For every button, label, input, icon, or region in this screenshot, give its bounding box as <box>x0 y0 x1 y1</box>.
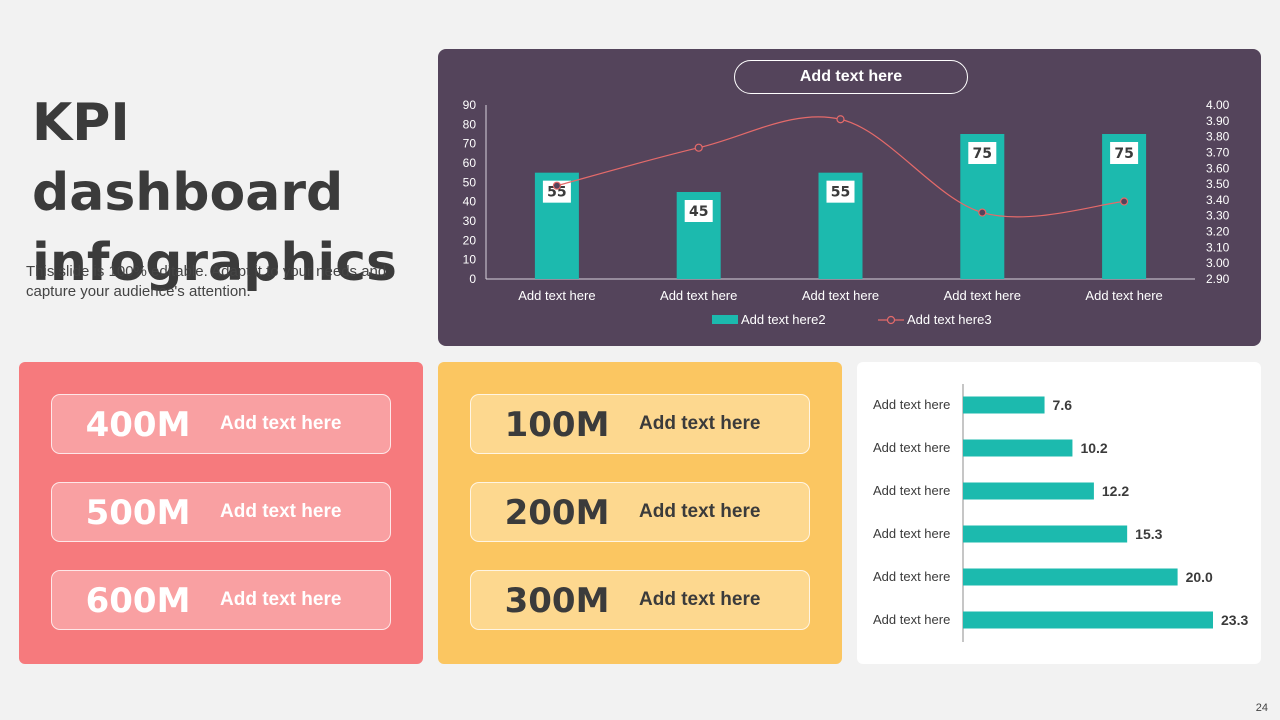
kpi-card: 200M Add text here <box>470 482 810 542</box>
x-tick-label: Add text here <box>802 288 879 303</box>
data-label: 7.6 <box>1053 397 1073 413</box>
data-label-box <box>542 180 571 203</box>
x-tick-label: Add text here <box>518 288 595 303</box>
kpi-value: 500M <box>85 493 191 533</box>
y2-tick-label: 4.00 <box>1206 98 1230 112</box>
y2-tick-label: 3.40 <box>1206 193 1230 207</box>
bar <box>963 439 1073 457</box>
y2-tick-label: 3.50 <box>1206 177 1230 191</box>
legend-swatch-bar <box>712 315 738 324</box>
y-tick-label: 10 <box>463 253 477 267</box>
y-tick-label: 60 <box>463 156 477 170</box>
line-point <box>694 143 703 152</box>
y2-tick-label: 3.80 <box>1206 130 1230 144</box>
y-tick-label: 30 <box>463 214 477 228</box>
x-tick-label: Add text here <box>1085 288 1162 303</box>
kpi-value: 200M <box>504 493 610 533</box>
hbar-chart: Add text here 7.6 Add text here 10.2 Add tex… <box>873 384 1248 642</box>
kpi-card: 500M Add text here <box>51 482 391 542</box>
y-tick-label: 40 <box>463 195 477 209</box>
y-tick-label: 70 <box>463 137 477 151</box>
combo-chart-card: Add text here 0 10 20 30 40 50 60 70 80 90 2.90 3.0… <box>438 49 1261 346</box>
kpi-value: 400M <box>85 405 191 445</box>
category-label: Add text here <box>873 612 950 627</box>
data-label: 20.0 <box>1186 569 1213 585</box>
data-label-box <box>968 142 997 164</box>
line-point <box>1119 197 1129 206</box>
y-tick-label: 90 <box>463 98 477 112</box>
data-label: 10.2 <box>1080 440 1107 456</box>
category-label: Add text here <box>873 569 950 584</box>
kpi-value: 300M <box>504 581 610 621</box>
data-label: 23.3 <box>1221 612 1248 628</box>
kpi-value: 600M <box>85 581 191 621</box>
kpi-card: 400M Add text here <box>51 394 391 454</box>
y2-tick-label: 3.10 <box>1206 240 1230 254</box>
y2-tick-label: 2.90 <box>1206 272 1230 286</box>
legend-swatch-point <box>886 315 896 325</box>
data-label-box <box>1110 142 1139 164</box>
page-number: 24 <box>1255 702 1268 714</box>
legend-label: Add text here3 <box>907 312 992 327</box>
kpi-card: 300M Add text here <box>470 570 810 630</box>
y-tick-label: 50 <box>463 175 477 189</box>
data-label-box <box>826 180 855 203</box>
kpi-label: Add text here <box>639 589 761 610</box>
kpi-label: Add text here <box>220 589 342 610</box>
kpi-panel-red: 400M Add text here 500M Add text here 60… <box>19 362 423 664</box>
x-tick-label: Add text here <box>660 288 737 303</box>
y2-tick-label: 3.00 <box>1206 256 1230 270</box>
y-tick-label: 0 <box>469 272 476 286</box>
data-label: 55 <box>831 185 850 201</box>
legend-label: Add text here2 <box>741 312 826 327</box>
y2-tick-label: 3.60 <box>1206 161 1230 175</box>
category-label: Add text here <box>873 526 950 541</box>
line-point <box>978 208 987 217</box>
kpi-value: 100M <box>504 405 610 445</box>
combo-chart-title: Add text here <box>734 60 968 94</box>
category-label: Add text here <box>873 397 950 412</box>
page-title: KPI dashboard infographics <box>32 93 397 293</box>
bar <box>963 482 1094 500</box>
data-label: 12.2 <box>1102 483 1129 499</box>
bar <box>963 525 1128 543</box>
y2-tick-label: 3.20 <box>1206 225 1230 239</box>
line-point <box>552 181 562 190</box>
line-point <box>836 115 845 124</box>
hbar-chart-card: Add text here 7.6 Add text here 10.2 Add tex… <box>857 362 1261 664</box>
kpi-label: Add text here <box>639 413 761 434</box>
combo-chart: 0 10 20 30 40 50 60 70 80 90 2.90 3.00 3.103.20 3.30 3… <box>463 98 1230 327</box>
data-label: 75 <box>973 146 992 162</box>
y-tick-label: 20 <box>463 233 477 247</box>
category-label: Add text here <box>873 440 950 455</box>
x-tick-label: Add text here <box>944 288 1021 303</box>
kpi-card: 600M Add text here <box>51 570 391 630</box>
y2-tick-label: 3.70 <box>1206 145 1230 159</box>
kpi-label: Add text here <box>639 501 761 522</box>
data-label: 45 <box>689 204 708 220</box>
kpi-card: 100M Add text here <box>470 394 810 454</box>
data-label-box <box>684 200 713 222</box>
y2-tick-label: 3.90 <box>1206 114 1230 128</box>
data-label: 75 <box>1114 146 1133 162</box>
kpi-label: Add text here <box>220 413 342 434</box>
bar <box>963 396 1045 414</box>
bar <box>963 611 1213 629</box>
data-label: 15.3 <box>1135 526 1162 542</box>
y2-tick-label: 3.30 <box>1206 209 1230 223</box>
bar <box>963 568 1178 586</box>
kpi-label: Add text here <box>220 501 342 522</box>
y-tick-label: 80 <box>463 117 477 131</box>
data-label: 55 <box>547 185 566 201</box>
kpi-panel-yellow: 100M Add text here 200M Add text here 30… <box>438 362 842 664</box>
slide-description: This slide is 100% editable. Adapt it to… <box>26 263 387 300</box>
category-label: Add text here <box>873 483 950 498</box>
